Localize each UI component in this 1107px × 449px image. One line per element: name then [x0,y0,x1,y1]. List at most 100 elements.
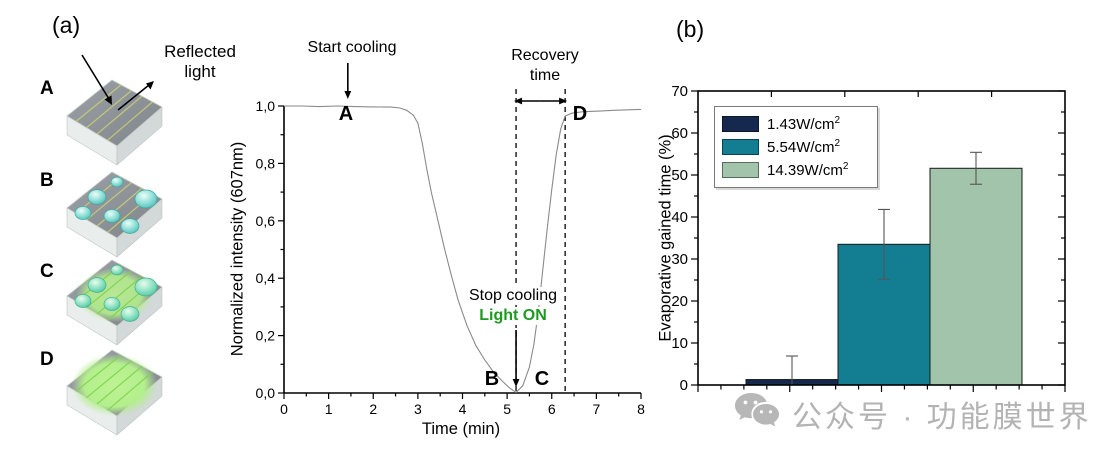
grating-line [75,354,122,392]
grating-line [96,365,143,405]
water-droplet [74,206,92,220]
error-bar-2 [878,208,890,280]
y-tick-label: 0,6 [256,213,276,229]
y-tick-label: 0,4 [256,270,276,286]
light-on-annotation: Light ON [476,307,550,325]
block-c-illustration [66,259,163,346]
block-d-illustration [66,349,163,436]
water-droplet [120,218,140,234]
stage-letter-d: D [40,349,54,370]
watermark-text: 公众号 · 功能膜世界 [792,401,1092,434]
point-a-label: A [338,103,354,125]
grating-line [86,182,132,221]
x-tick-label: 8 [637,401,645,417]
water-droplet [74,294,92,308]
legend-swatch-3 [722,162,759,179]
line-chart-x-axis-label: Time (min) [421,420,501,438]
water-droplet [120,306,140,322]
grating-line [86,360,132,399]
grating-line [107,101,153,141]
start-cooling-arrow [344,63,352,99]
y-tick-label: 10 [671,335,688,352]
water-droplet [87,277,107,293]
x-tick-label: 0 [280,401,288,417]
x-tick-label: 6 [548,401,556,417]
bar-chart: 0 10 20 30 40 50 60 70 [671,83,1066,394]
reflected-light-line1: Reflected [164,42,236,61]
grating-line [96,95,143,135]
x-tick-label: 2 [369,401,377,417]
error-bar-3 [970,151,982,185]
water-droplet [110,264,124,276]
x-tick-label: 4 [459,401,467,417]
block-top-face [66,79,163,147]
recovery-time-annotation: Recovery time [511,46,579,86]
y-tick-label: 70 [671,83,688,100]
bar-chart-legend: 1.43W/cm2 5.54W/cm2 14.39W/cm2 [714,106,878,188]
recovery-arrow-left [514,97,541,105]
panel-b-label: (b) [676,16,705,42]
recovery-line2: time [529,67,561,84]
legend-swatch-1 [722,115,759,132]
y-tick-label: 50 [671,167,688,184]
grating-line [75,84,122,122]
bar-3 [929,167,1023,386]
stop-cooling-annotation: Stop cooling [465,287,561,305]
y-tick-label: 40 [671,209,688,226]
legend-swatch-2 [722,138,759,155]
water-droplet [134,189,158,209]
grating-line [96,187,143,227]
legend-item-1: 1.43W/cm2 [722,113,868,134]
water-droplet [110,176,124,188]
legend-label-1: 1.43W/cm2 [767,114,841,133]
error-bar-1 [786,355,798,385]
light-arrows-overlay [81,54,154,111]
bar-chart-y-axis-label: Evaporative gained time (%) [656,134,675,342]
y-tick-label: 1,0 [256,98,276,114]
water-droplet [87,189,107,205]
recovery-line1: Recovery [511,47,579,64]
grating-line [107,371,153,411]
line-chart-y-axis-label: Normalized intensity (607nm) [228,141,247,357]
point-c-label: C [534,368,550,390]
water-droplet [103,209,121,223]
reflected-light-arrow [117,81,154,111]
recovery-arrow-right [540,97,568,105]
stage-letter-a: A [40,78,54,99]
y-tick-label: 0,2 [256,328,276,344]
stage-letter-b: B [40,170,54,191]
grating-line [96,275,143,315]
y-tick-label: 60 [671,125,688,142]
x-tick-label: 1 [325,401,333,417]
green-glow [71,354,158,416]
legend-item-2: 5.54W/cm2 [722,136,868,157]
y-tick-label: 30 [671,251,688,268]
point-d-label: D [572,103,588,125]
wechat-icon [735,393,779,427]
reflected-light-label: Reflected light [148,42,252,82]
x-tick-label: 3 [414,401,422,417]
start-cooling-annotation: Start cooling [307,39,397,56]
block-b-illustration [66,171,163,258]
y-tick-label: 0,8 [256,155,276,171]
legend-label-2: 5.54W/cm2 [767,137,841,156]
water-droplet [134,277,158,297]
x-tick-label: 7 [592,401,600,417]
grating-line [86,270,132,309]
block-a-illustration [66,79,163,166]
reflected-light-line2: light [184,62,216,82]
intensity-curve [284,105,642,394]
incident-light-arrow [81,54,112,105]
stop-cooling-arrow [512,330,520,387]
point-b-label: B [484,368,500,390]
panel-a-label: (a) [52,12,81,38]
y-tick-label: 0 [680,377,688,394]
grating-line [86,90,132,129]
y-tick-label: 20 [671,293,688,310]
legend-item-3: 14.39W/cm2 [722,160,868,181]
line-chart: 0 1 2 3 4 5 6 7 8 0,0 0,2 0,4 0,6 0,8 1,0 [256,63,645,417]
x-tick-label: 5 [503,401,511,417]
legend-label-3: 14.39W/cm2 [767,161,849,180]
y-tick-label: 0,0 [256,385,276,401]
